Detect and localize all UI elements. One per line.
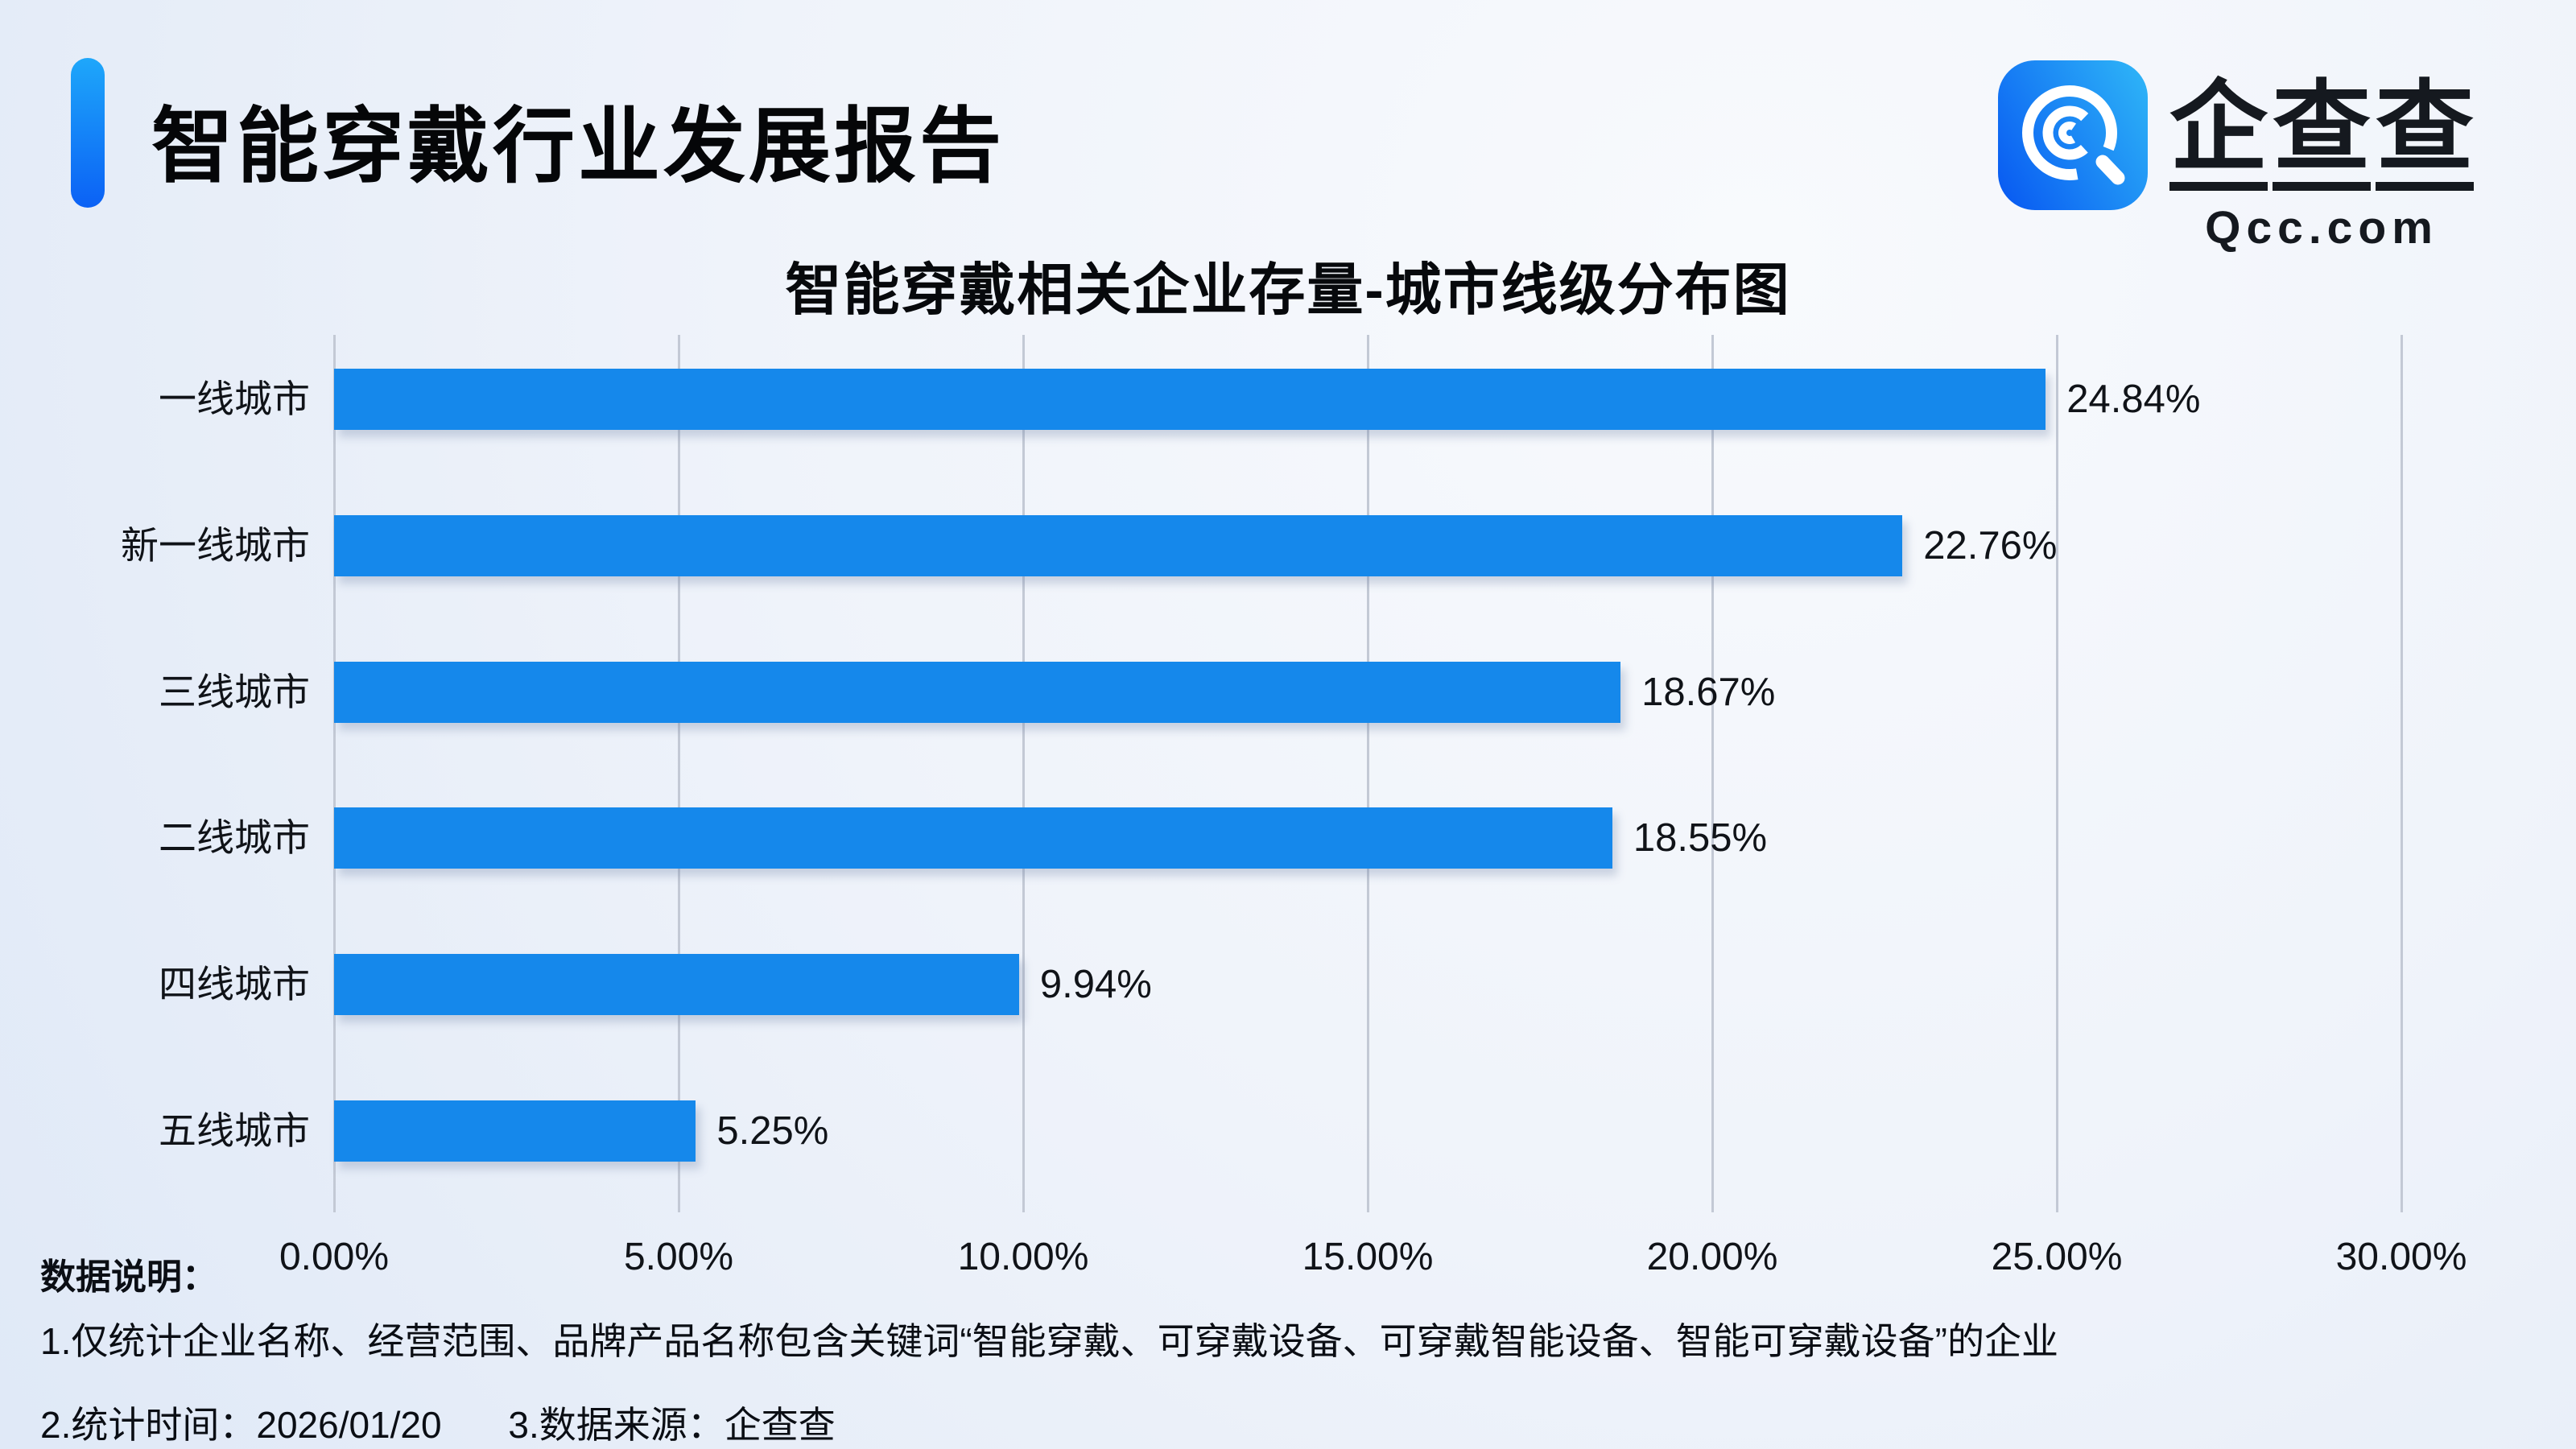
- logo-char: 查: [2376, 78, 2474, 191]
- qcc-app-icon: [1998, 60, 2148, 210]
- x-tick-label: 25.00%: [1991, 1236, 2123, 1278]
- value-label-1: 24.84%: [2066, 378, 2201, 421]
- value-label-2: 22.76%: [1923, 523, 2058, 568]
- bar-4: [334, 807, 1612, 869]
- logo-char: 查: [2273, 78, 2371, 191]
- qcc-logo-text: 企查查 Qcc.com: [2169, 78, 2474, 254]
- x-tick-label: 10.00%: [957, 1236, 1089, 1278]
- category-label-1: 一线城市: [159, 378, 310, 420]
- bar-5: [334, 954, 1019, 1016]
- qcc-logo-domain: Qcc.com: [2205, 202, 2438, 254]
- value-label-4: 18.55%: [1633, 816, 1768, 861]
- bar-6: [334, 1100, 696, 1162]
- note-data-source: 3.数据来源：企查查: [508, 1404, 836, 1446]
- gridline-x-3: [1366, 335, 1369, 1212]
- value-label-6: 5.25%: [716, 1109, 829, 1153]
- x-tick-label: 20.00%: [1646, 1236, 1778, 1278]
- x-tick-label: 30.00%: [2335, 1236, 2467, 1278]
- category-label-3: 三线城市: [159, 670, 310, 713]
- gridline-x-2: [1022, 335, 1025, 1212]
- category-label-5: 四线城市: [159, 963, 310, 1006]
- gridline-x-4: [1711, 335, 1714, 1212]
- gridline-x-6: [2400, 335, 2403, 1212]
- logo-char: 企: [2169, 78, 2268, 191]
- chart-title: 智能穿戴相关企业存量-城市线级分布图: [785, 258, 1791, 321]
- qcc-logo: 企查查 Qcc.com: [1998, 60, 2489, 270]
- gridline-x-5: [2055, 335, 2058, 1212]
- bar-1: [334, 369, 2046, 430]
- gridline-x-1: [677, 335, 680, 1212]
- x-tick-label: 0.00%: [279, 1236, 390, 1278]
- category-label-6: 五线城市: [159, 1109, 310, 1152]
- note-stat-date: 2.统计时间：2026/01/20: [40, 1404, 442, 1446]
- x-tick-label: 5.00%: [623, 1236, 734, 1278]
- page-title: 智能穿戴行业发展报告: [151, 101, 1005, 192]
- value-label-3: 18.67%: [1641, 670, 1776, 714]
- bar-3: [334, 661, 1621, 723]
- note-line-1: 1.仅统计企业名称、经营范围、品牌产品名称包含关键词“智能穿戴、可穿戴设备、可穿…: [40, 1320, 2058, 1362]
- title-accent-bar: [71, 58, 105, 208]
- gridline-x-0: [332, 335, 336, 1212]
- notes-heading: 数据说明：: [40, 1257, 217, 1297]
- x-tick-label: 15.00%: [1302, 1236, 1434, 1278]
- category-label-4: 二线城市: [159, 816, 310, 860]
- qcc-logo-name: 企查查: [2169, 78, 2474, 191]
- note-line-2: 2.统计时间：2026/01/20 3.数据来源：企查查: [40, 1396, 836, 1449]
- bar-2: [334, 514, 1903, 576]
- value-label-5: 9.94%: [1039, 963, 1152, 1007]
- category-label-2: 新一线城市: [121, 523, 310, 567]
